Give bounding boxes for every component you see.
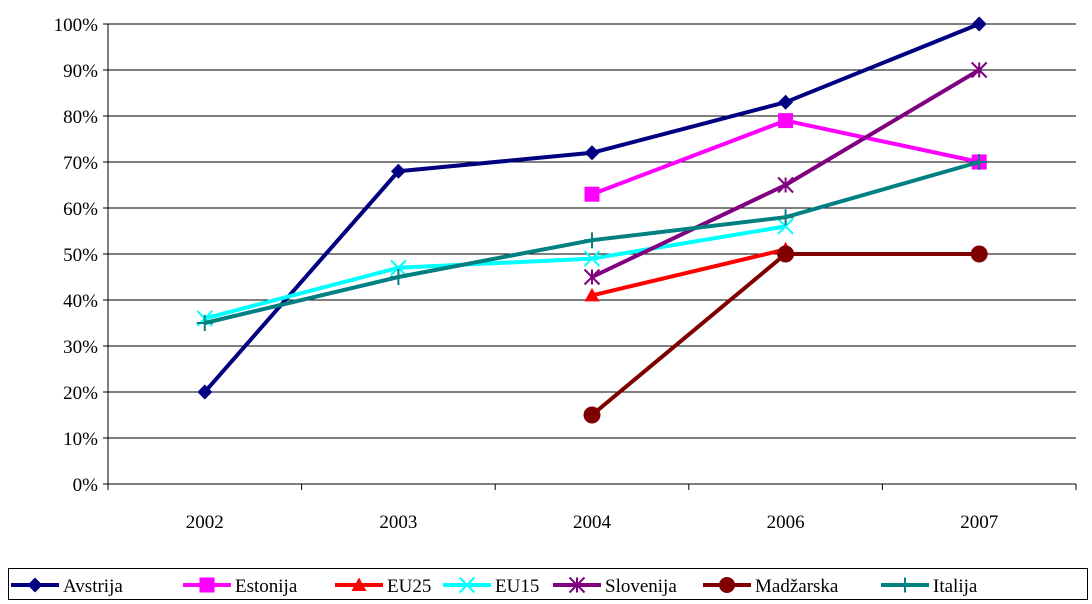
x-tick-label: 2003 [379,512,417,533]
y-tick-label: 10% [63,429,98,450]
data-point [196,315,213,331]
legend-item: EU15 [443,576,539,597]
series-slovenija [583,61,988,286]
data-point [584,287,600,302]
legend-label: Estonija [235,576,298,597]
data-point [197,384,213,400]
series-mad-arska [583,245,988,424]
legend: Avstrija Estonija EU25 EU15 Slovenija Madžars… [8,568,1088,600]
x-tick-label: 2006 [767,512,805,533]
data-point [390,163,406,179]
data-point [970,61,988,79]
legend-swatch-marker [27,577,43,593]
legend-swatch-marker [351,577,367,591]
legend-label: Italija [933,576,978,597]
legend-label: Slovenija [605,576,677,597]
data-point [583,268,601,286]
data-point [777,209,794,226]
data-point [390,269,407,285]
x-tick-label: 2007 [960,512,998,533]
y-tick-label: 80% [63,107,98,128]
legend-item: Madžarska [703,576,839,597]
legend-swatch-marker [199,577,215,593]
x-tick-label: 2002 [186,512,224,533]
data-point [584,232,600,249]
y-tick-label: 90% [63,61,98,82]
legend-swatch-marker [458,576,476,594]
gridlines [108,23,1076,439]
series-group [196,16,988,424]
y-tick-label: 20% [63,383,98,404]
x-tick-labels: 2002 2003 2004 2006 2007 [186,512,998,533]
legend-item: Avstrija [11,576,123,597]
data-point [777,176,794,194]
data-point [778,94,794,110]
legend-swatch-marker [568,576,586,594]
series-line [204,224,786,321]
legend-label: Avstrija [63,576,123,597]
y-tick-label: 70% [63,153,98,174]
series-line [590,252,980,417]
legend-swatch-marker [719,577,735,593]
data-point [777,218,794,235]
data-point [390,259,407,277]
y-tick-labels: 0% 10% 20% 30% 40% 50% 60% 70% 80% 90% 100% [54,15,99,496]
series-italija [196,154,988,331]
data-point [584,186,600,202]
x-tick-label: 2004 [573,512,612,533]
y-tick-label: 60% [63,199,98,220]
data-point [584,145,600,161]
legend-label: EU25 [387,576,431,597]
data-point [778,113,794,129]
legend-label: Madžarska [755,576,839,597]
y-tick-label: 40% [63,291,98,312]
data-point [583,406,601,424]
series-line [591,247,787,298]
y-tick-label: 100% [54,15,99,36]
data-point [971,154,988,170]
data-point [777,245,795,263]
legend-swatch-marker [897,577,913,593]
y-tick-label: 30% [63,337,98,358]
axes [103,23,1077,490]
legend-item: Slovenija [553,576,677,597]
y-tick-label: 0% [73,475,99,496]
data-point [583,250,601,267]
legend-item: EU25 [335,576,431,597]
legend-item: Italija [881,576,978,597]
data-point [970,245,988,263]
data-point [971,16,987,32]
legend-item: Estonija [183,576,298,597]
series-eu15 [196,218,794,327]
series-avstrija [197,16,987,400]
legend-label: EU15 [495,576,539,597]
y-tick-label: 50% [63,245,98,266]
